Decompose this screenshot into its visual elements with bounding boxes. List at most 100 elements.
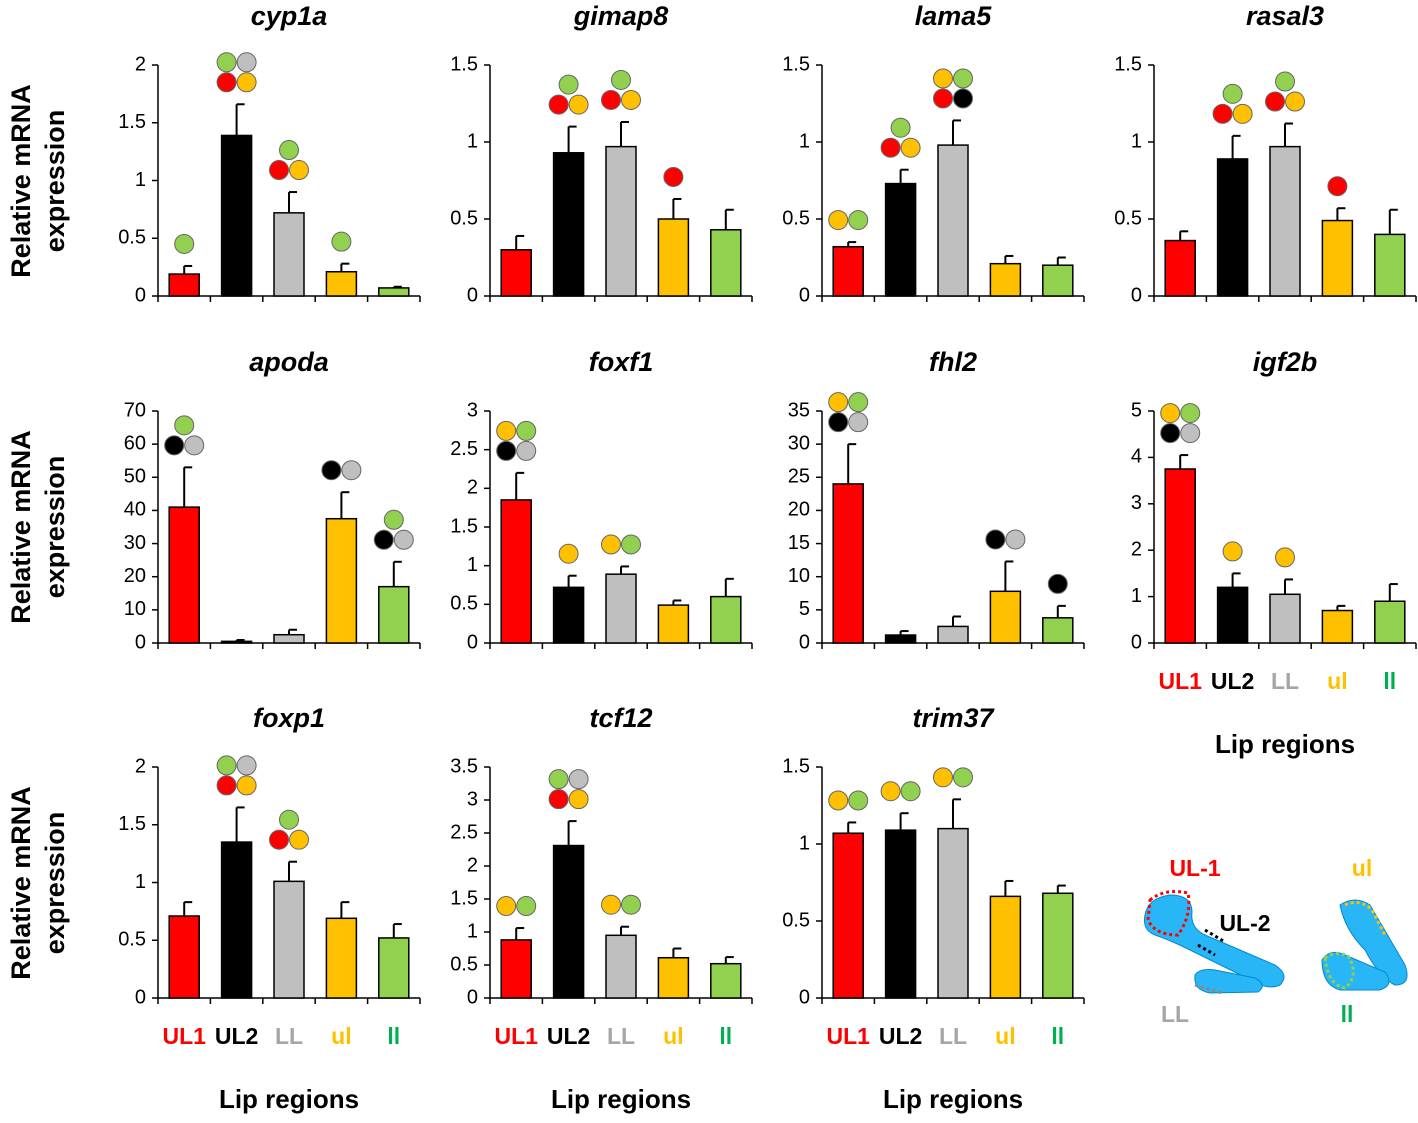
chart-panel: tcf1200.511.522.533.5UL1UL2LLulllLip reg… [450, 703, 752, 1114]
significance-dot [332, 232, 351, 251]
significance-dot [237, 756, 256, 775]
bar [554, 153, 584, 296]
significance-dot [954, 768, 973, 787]
significance-dot [549, 95, 568, 114]
x-tick-label: ul [663, 1023, 683, 1049]
significance-dot [1181, 404, 1200, 423]
y-tick-label: 0 [135, 631, 146, 653]
significance-dot [1328, 177, 1347, 196]
bar [501, 940, 531, 998]
significance-dot [849, 413, 868, 432]
chart-panel: cyp1a 0 0.5 1 1.5 2 [118, 1, 420, 306]
significance-dot [1048, 574, 1067, 593]
y-tick-label: 5 [1131, 399, 1142, 421]
bar [1270, 147, 1300, 296]
significance-dot [280, 810, 299, 829]
bar [658, 605, 688, 643]
significance-dot [497, 441, 516, 460]
bar [1375, 234, 1405, 296]
bar [379, 938, 409, 998]
y-tick-label: 3 [467, 399, 478, 421]
diagram-label: UL-2 [1219, 910, 1270, 936]
y-tick-label: 0 [135, 284, 146, 306]
significance-dot [881, 782, 900, 801]
significance-dot [612, 70, 631, 89]
bar [1165, 469, 1195, 643]
significance-dot [175, 234, 194, 253]
y-tick-label: 1.5 [782, 53, 810, 75]
bar [379, 587, 409, 643]
x-tick-label: UL1 [162, 1023, 206, 1049]
bar [658, 958, 688, 998]
y-tick-label: 1.5 [450, 515, 478, 537]
bar [554, 587, 584, 643]
significance-dot [934, 89, 953, 108]
significance-dot [664, 167, 683, 186]
y-tick-label: 1 [467, 130, 478, 152]
bar [938, 626, 968, 643]
significance-dot [1161, 404, 1180, 423]
y-tick-label: 1.5 [118, 111, 146, 133]
x-tick-label: LL [939, 1023, 967, 1049]
significance-dot [1161, 424, 1180, 443]
significance-dot [954, 89, 973, 108]
x-axis-label: Lip regions [219, 1084, 359, 1114]
x-tick-label: ul [1327, 668, 1347, 694]
significance-dot [829, 211, 848, 230]
x-tick-label: ll [719, 1023, 732, 1049]
x-tick-label: UL2 [1211, 668, 1254, 694]
y-tick-label: 1 [1131, 585, 1142, 607]
chart-title: rasal3 [1246, 1, 1324, 31]
significance-dot [1223, 84, 1242, 103]
bar [379, 288, 409, 296]
chart-panel: foxf100.511.522.53 [450, 347, 752, 653]
y-tick-label: 0 [467, 986, 478, 1008]
significance-dot [270, 830, 289, 849]
bar [833, 247, 863, 296]
x-tick-label: UL2 [879, 1023, 922, 1049]
x-tick-label: LL [607, 1023, 635, 1049]
x-tick-label: ll [1051, 1023, 1064, 1049]
y-tick-label: 1 [799, 130, 810, 152]
significance-dot [559, 75, 578, 94]
y-tick-label: 2 [135, 53, 146, 75]
y-tick-label: 0.5 [1114, 207, 1142, 229]
x-axis-label: Lip regions [883, 1084, 1023, 1114]
bar [501, 500, 531, 643]
bar [886, 635, 916, 643]
y-tick-label: 4 [1131, 446, 1142, 468]
y-tick-label: 1.5 [1114, 53, 1142, 75]
y-tick-label: 3 [1131, 492, 1142, 514]
chart-panel: fhl205101520253035 [788, 347, 1084, 653]
bar [326, 272, 356, 296]
chart-title: cyp1a [251, 1, 328, 31]
y-tick-label: 50 [124, 466, 146, 488]
y-tick-label: 0.5 [118, 227, 146, 249]
significance-dot [901, 138, 920, 157]
significance-dot [569, 770, 588, 789]
chart-panel: rasal300.511.5 [1114, 1, 1416, 306]
bar [833, 484, 863, 643]
lip-diagram [1144, 892, 1407, 993]
y-tick-label: 1 [135, 169, 146, 191]
significance-dot [602, 535, 621, 554]
significance-dot [891, 118, 910, 137]
bar [554, 846, 584, 998]
y-tick-label: 70 [124, 399, 146, 421]
y-tick-label: 1 [1131, 130, 1142, 152]
x-tick-label: LL [275, 1023, 303, 1049]
x-axis-label: Lip regions [1215, 729, 1355, 759]
y-tick-label: 1 [135, 871, 146, 893]
chart-title: gimap8 [573, 1, 669, 31]
significance-dot [342, 461, 361, 480]
y-tick-label: 2.5 [450, 438, 478, 460]
significance-dot [1233, 104, 1252, 123]
y-tick-label: 30 [124, 532, 146, 554]
significance-dot [829, 413, 848, 432]
bar [1218, 587, 1248, 643]
significance-dot [237, 53, 256, 72]
y-tick-label: 1 [799, 832, 810, 854]
significance-dot [849, 393, 868, 412]
y-tick-label: 3 [467, 788, 478, 810]
chart-title: foxf1 [589, 347, 654, 377]
